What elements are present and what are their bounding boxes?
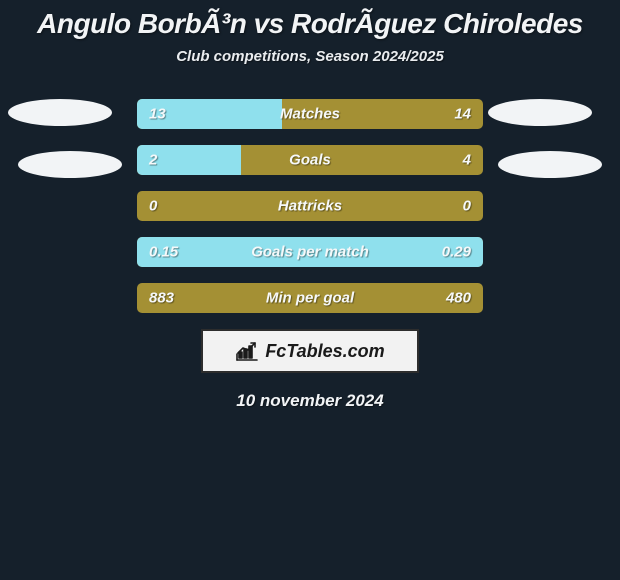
stat-label: Hattricks — [278, 198, 342, 215]
stat-label: Goals — [289, 152, 331, 169]
player-ellipse-2 — [18, 151, 122, 178]
stat-value-right: 480 — [446, 290, 471, 307]
stat-value-right: 4 — [463, 152, 471, 169]
stat-label: Goals per match — [251, 244, 369, 261]
barchart-icon — [235, 340, 259, 362]
stat-value-left: 2 — [149, 152, 157, 169]
stat-bar: 0.15 Goals per match 0.29 — [137, 237, 483, 267]
page-title: Angulo BorbÃ³n vs RodrÃ­guez Chiroledes — [0, 0, 620, 40]
stat-value-left: 0.15 — [149, 244, 178, 261]
stat-bar: 883 Min per goal 480 — [137, 283, 483, 313]
stat-bar: 13 Matches 14 — [137, 99, 483, 129]
logo-text: FcTables.com — [265, 341, 384, 362]
stat-value-left: 883 — [149, 290, 174, 307]
stat-bar: 0 Hattricks 0 — [137, 191, 483, 221]
date-line: 10 november 2024 — [0, 391, 620, 411]
logo-box: FcTables.com — [201, 329, 419, 373]
stat-label: Matches — [280, 106, 340, 123]
subtitle: Club competitions, Season 2024/2025 — [0, 48, 620, 65]
player-ellipse-4 — [498, 151, 602, 178]
comparison-page: Angulo BorbÃ³n vs RodrÃ­guez Chiroledes … — [0, 0, 620, 580]
stat-bar: 2 Goals 4 — [137, 145, 483, 175]
stat-value-left: 13 — [149, 106, 166, 123]
stat-value-left: 0 — [149, 198, 157, 215]
stat-value-right: 14 — [454, 106, 471, 123]
stat-value-right: 0 — [463, 198, 471, 215]
player-ellipse-3 — [488, 99, 592, 126]
stat-label: Min per goal — [266, 290, 354, 307]
stat-value-right: 0.29 — [442, 244, 471, 261]
player-ellipse-1 — [8, 99, 112, 126]
bars-area: 13 Matches 14 2 Goals 4 0 Hattricks 0 0.15 Goals p… — [0, 99, 620, 313]
